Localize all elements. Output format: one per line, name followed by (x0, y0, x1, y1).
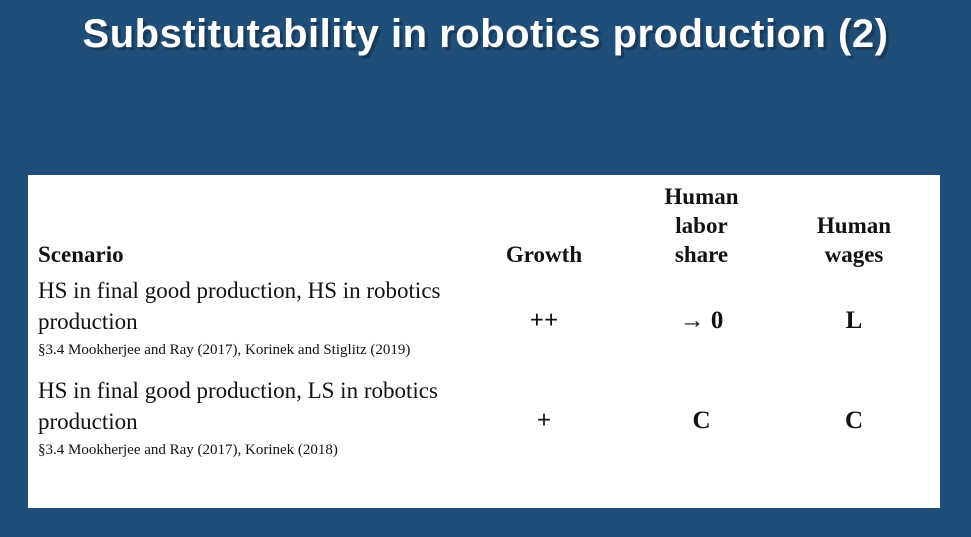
results-table: Scenario Growth Human labor share Human … (28, 175, 940, 508)
col-header-human-wages: Human wages (816, 212, 892, 267)
scenario-cell: HS in final good production, HS in robot… (38, 278, 441, 335)
slide-title: Substitutability in robotics production … (82, 12, 889, 56)
wages-value: L (845, 307, 863, 335)
col-header-growth: Growth (505, 241, 583, 267)
table-row: HS in final good production, LS in robot… (38, 375, 934, 437)
growth-value: + (536, 407, 552, 435)
slide: Substitutability in robotics production … (0, 0, 971, 508)
scenario-cell: HS in final good production, LS in robot… (38, 378, 438, 435)
row-footnote-citation: §3.4 Mookherjee and Ray (2017), Korinek … (38, 442, 338, 459)
col-header-human-labor-share: Human labor share (664, 184, 739, 267)
col-header-scenario: Scenario (38, 241, 124, 267)
row-footnote-citation: §3.4 Mookherjee and Ray (2017), Korinek … (38, 342, 411, 359)
table-row: HS in final good production, HS in robot… (38, 275, 934, 337)
wages-value: C (844, 407, 864, 435)
labor-share-value: → 0 (679, 307, 724, 335)
labor-share-value: C (692, 407, 711, 435)
table-header-row: Scenario Growth Human labor share Human … (38, 183, 934, 271)
growth-value: ++ (529, 307, 559, 335)
